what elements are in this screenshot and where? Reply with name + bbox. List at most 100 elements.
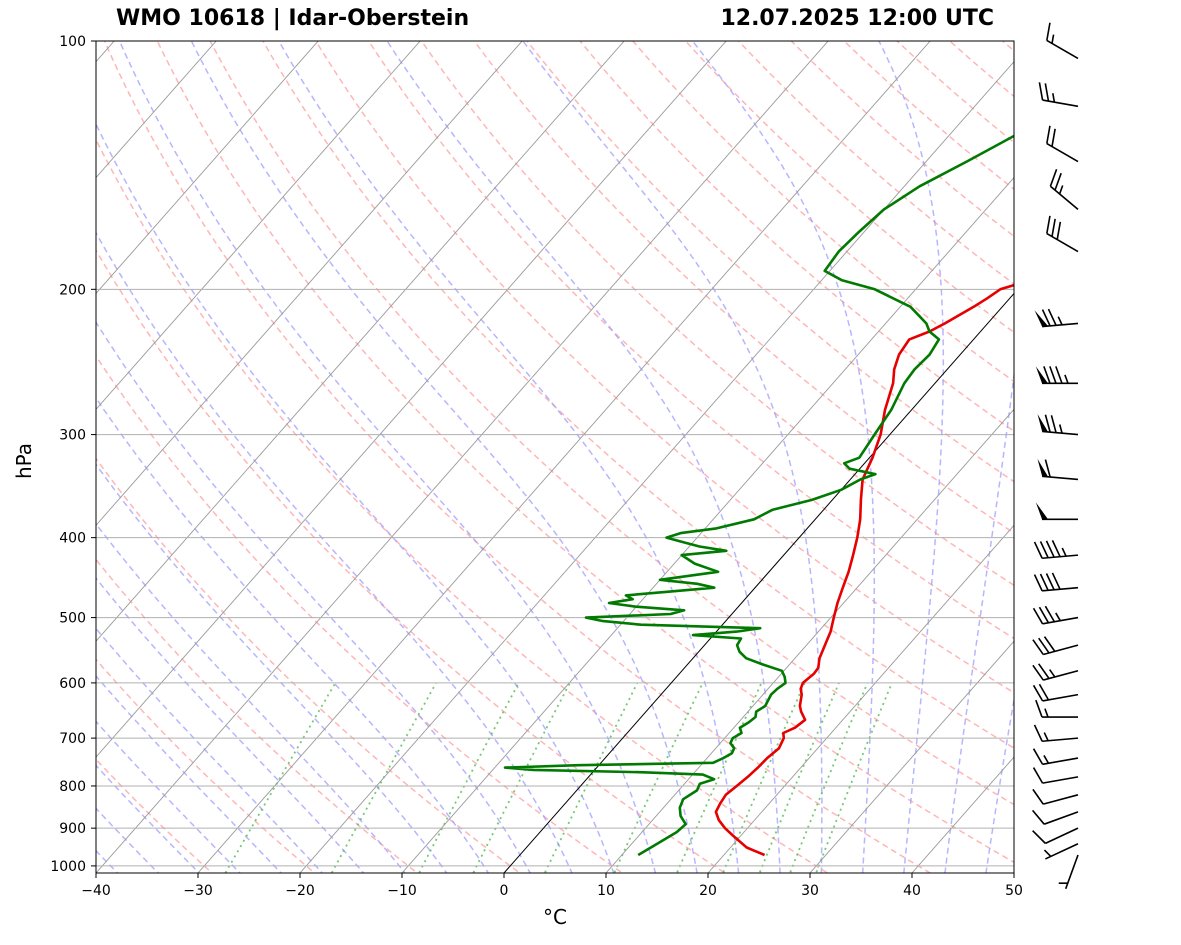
isotherm-line (0, 23, 742, 884)
y-tick-label: 300 (59, 428, 86, 444)
wind-barb (1033, 789, 1078, 804)
wind-barb-full-feather (1035, 725, 1043, 741)
wind-barb-shaft (1043, 795, 1078, 804)
mixing-ratio-line (786, 683, 868, 884)
isotherm-line (597, 23, 1181, 884)
dry-adiabat-line (1086, 23, 1181, 884)
x-tick-label: −10 (387, 883, 417, 899)
x-tick-label: −40 (81, 883, 111, 899)
wind-barb-shaft (1044, 812, 1078, 824)
dry-adiabat-line (617, 23, 1181, 884)
moist-adiabat-line (523, 41, 822, 883)
wind-barb-half-feather (1044, 850, 1050, 856)
plot-frame (96, 41, 1014, 873)
moist-adiabat-line (387, 41, 780, 883)
wind-barb (1034, 684, 1078, 701)
wind-barb-full-feather (1052, 219, 1055, 237)
y-tick-label: 700 (59, 731, 86, 747)
wind-barb (1037, 414, 1078, 435)
wind-barb-full-feather (1057, 222, 1060, 240)
chart-title-datetime: 12.07.2025 12:00 UTC (720, 6, 994, 31)
wind-barb (1050, 169, 1078, 209)
y-axis-label: hPa (12, 443, 36, 479)
wind-barb-half-feather (1065, 375, 1068, 383)
dry-adiabat-line (773, 23, 1181, 884)
moist-adiabat-line (60, 41, 618, 883)
isotherm-line (801, 23, 1181, 884)
wind-barb-full-feather (1041, 541, 1049, 557)
wind-barb-half-feather (1058, 317, 1062, 325)
wind-barb-full-feather (1041, 574, 1049, 590)
dewpoint-profile (505, 41, 1180, 855)
wind-barb-shaft (1043, 777, 1078, 783)
y-tick-label: 200 (59, 282, 86, 298)
moist-adiabat-line (985, 41, 1136, 883)
wind-barb (1059, 855, 1078, 889)
wind-barb-full-feather (1034, 768, 1043, 784)
dry-adiabat-line (0, 23, 741, 884)
wind-barb-half-feather (1062, 548, 1066, 556)
wind-barb-full-feather (1045, 83, 1048, 101)
wind-barb-full-feather (1050, 366, 1056, 383)
moist-adiabats (0, 41, 1136, 883)
y-tick-label: 600 (59, 676, 86, 692)
x-axis-label: °C (543, 905, 567, 929)
x-tick-label: −30 (183, 883, 213, 899)
wind-barb (1047, 23, 1078, 59)
wind-barb-full-feather (1050, 169, 1056, 186)
moist-adiabat-line (120, 41, 659, 883)
x-tick-label: 10 (597, 883, 615, 899)
wind-barb (1034, 768, 1078, 784)
isobar-gridlines (96, 41, 1014, 866)
wind-barb-half-feather (1044, 733, 1048, 741)
wind-barb (1036, 502, 1078, 519)
wind-barb-full-feather (1051, 415, 1056, 432)
wind-barb (1036, 366, 1078, 383)
x-tick-label: 50 (1005, 883, 1023, 899)
x-tick-label: 30 (801, 883, 819, 899)
isotherm-line (903, 23, 1181, 884)
wind-barb-full-feather (1052, 573, 1060, 589)
isotherm-line (0, 23, 538, 884)
wind-barb (1035, 540, 1078, 558)
wind-barb-full-feather (1056, 366, 1062, 383)
wind-barb-full-feather (1039, 82, 1042, 100)
wind-barb-half-feather (1053, 93, 1055, 102)
wind-barb (1047, 126, 1078, 162)
isotherm-line (189, 23, 946, 884)
wind-barb-half-feather (1060, 185, 1063, 193)
y-tick-label: 800 (59, 779, 86, 795)
dry-adiabat-line (878, 23, 1181, 884)
mixing-ratio-line (540, 683, 637, 884)
isotherm-line (1005, 23, 1181, 884)
moist-adiabat-line (0, 41, 536, 883)
wind-barb-shaft (1042, 476, 1078, 479)
wind-barb-half-feather (1052, 35, 1054, 44)
moist-adiabat-line (0, 41, 495, 883)
dry-adiabat-line (513, 23, 1181, 884)
wind-barb-full-feather (1055, 173, 1061, 190)
y-tick-label: 900 (59, 821, 86, 837)
wind-barb (1033, 828, 1078, 843)
wind-barb-full-feather (1047, 216, 1050, 234)
dry-adiabat-line (97, 23, 948, 884)
moist-adiabat-line (279, 41, 740, 883)
wind-barb (1033, 810, 1078, 824)
dry-adiabat-line (201, 23, 1155, 884)
x-tick-label: 40 (903, 883, 921, 899)
y-tick-label: 100 (59, 34, 86, 50)
temperature-profile (716, 41, 1181, 855)
wind-barb (1037, 459, 1078, 480)
wind-barb (1034, 749, 1078, 765)
wind-barb (1047, 216, 1078, 252)
dry-adiabat-line (305, 23, 1181, 884)
wind-barb (1035, 573, 1078, 591)
mixing-ratio-line (812, 683, 892, 884)
wind-barb-half-feather (1045, 709, 1048, 717)
y-tick-label: 400 (59, 531, 86, 547)
wind-barb-full-feather (1034, 749, 1043, 765)
plot-area (0, 23, 1181, 884)
